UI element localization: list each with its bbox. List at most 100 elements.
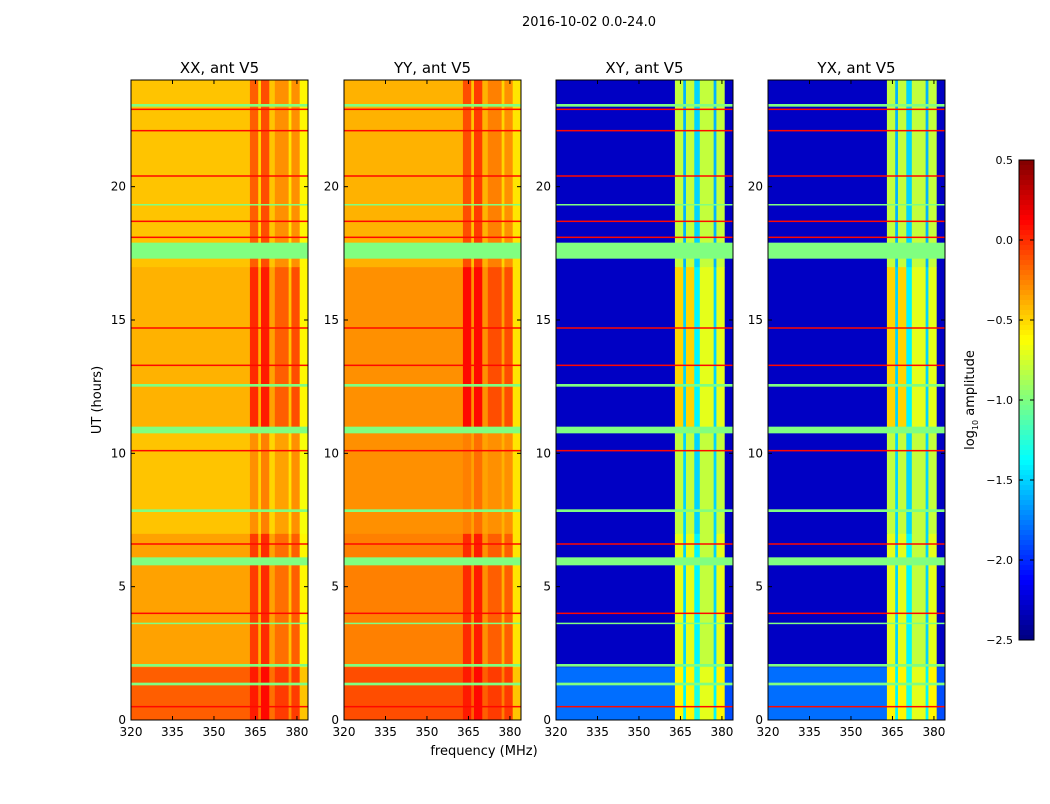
rfi-line xyxy=(556,543,733,545)
colorbar-swatch xyxy=(1019,520,1034,526)
colorbar-swatch xyxy=(1019,300,1034,306)
heatmap-cell xyxy=(260,432,270,534)
rfi-line xyxy=(131,108,308,111)
rfi-line xyxy=(344,108,521,111)
x-tick-label: 335 xyxy=(798,725,821,739)
x-tick-label: 350 xyxy=(416,725,439,739)
heatmap-cell xyxy=(471,533,475,668)
flagged-band xyxy=(344,242,521,259)
x-tick-label: 335 xyxy=(586,725,609,739)
heatmap-cell xyxy=(482,80,489,268)
colorbar-tick-label: −2.5 xyxy=(986,634,1013,647)
colorbar-swatch xyxy=(1019,195,1034,201)
heatmap-cell xyxy=(269,266,276,433)
heatmap-cell xyxy=(895,666,899,721)
colorbar-swatch xyxy=(1019,575,1034,581)
y-tick-label: 15 xyxy=(324,313,339,327)
heatmap-cell xyxy=(911,432,927,534)
heatmap-cell xyxy=(928,533,938,668)
colorbar-swatch xyxy=(1019,280,1034,286)
heatmap-cell xyxy=(768,666,888,721)
colorbar-swatch xyxy=(1019,350,1034,356)
colorbar-swatch xyxy=(1019,210,1034,216)
panel-xx: XX, ant V5 320 335 350 365 380 0 5 10 15 20 xyxy=(111,59,309,739)
heatmap-cell xyxy=(897,266,907,433)
flagged-band xyxy=(344,384,521,387)
heatmap-cell xyxy=(471,432,475,534)
colorbar-swatch xyxy=(1019,205,1034,211)
heatmap-cell xyxy=(462,266,472,433)
flagged-band xyxy=(131,242,308,259)
heatmap-cell xyxy=(694,533,701,668)
colorbar-swatch xyxy=(1019,185,1034,191)
heatmap-cell xyxy=(683,666,687,721)
heatmap-cell xyxy=(258,533,262,668)
rfi-line xyxy=(768,129,945,132)
heatmap-cell xyxy=(274,533,290,668)
heatmap-cell xyxy=(906,266,913,433)
rfi-line xyxy=(556,175,733,177)
flagged-band xyxy=(556,242,733,259)
colorbar-swatch xyxy=(1019,455,1034,461)
rfi-line xyxy=(344,236,521,239)
flagged-band xyxy=(768,509,945,512)
heatmap-cell xyxy=(269,533,276,668)
panel-title: YY, ant V5 xyxy=(393,59,471,77)
colorbar-swatch xyxy=(1019,630,1034,636)
rfi-line xyxy=(556,327,733,329)
colorbar-tick-label: 0.5 xyxy=(996,154,1014,167)
heatmap-cell xyxy=(911,266,927,433)
colorbar-swatch xyxy=(1019,620,1034,626)
heatmap-cell xyxy=(344,533,464,668)
heatmap-cell xyxy=(487,432,503,534)
colorbar-swatch xyxy=(1019,440,1034,446)
heatmap-cell xyxy=(274,666,290,721)
colorbar-swatch xyxy=(1019,230,1034,236)
heatmap-cell xyxy=(724,533,734,668)
heatmap-cell xyxy=(501,266,505,433)
x-tick-label: 350 xyxy=(203,725,226,739)
colorbar-label: log10 amplitude xyxy=(963,350,980,450)
colorbar-swatch xyxy=(1019,465,1034,471)
heatmap-cell xyxy=(936,432,946,534)
y-tick-label: 15 xyxy=(748,313,763,327)
heatmap-cell xyxy=(131,80,251,268)
colorbar-swatch xyxy=(1019,160,1034,166)
colorbar-tick-label: −2.0 xyxy=(986,554,1013,567)
y-tick-label: 5 xyxy=(755,580,763,594)
rfi-line xyxy=(344,543,521,545)
heatmap-cell xyxy=(291,80,301,268)
heatmap-cell xyxy=(471,266,475,433)
heatmap-cell xyxy=(925,80,929,268)
colorbar-swatch xyxy=(1019,240,1034,246)
rfi-line xyxy=(768,220,945,223)
rfi-line xyxy=(131,175,308,177)
rfi-line xyxy=(131,612,308,615)
heatmap-cell xyxy=(713,80,717,268)
colorbar-swatch xyxy=(1019,505,1034,511)
heatmap-cell xyxy=(471,80,475,268)
heatmap-cell xyxy=(249,666,259,721)
y-tick-label: 5 xyxy=(331,580,339,594)
heatmap-cell xyxy=(260,80,270,268)
heatmap-cell xyxy=(694,80,701,268)
colorbar-swatch xyxy=(1019,335,1034,341)
heatmap-cell xyxy=(288,666,292,721)
heatmap-cell xyxy=(288,432,292,534)
heatmap-cell xyxy=(683,533,687,668)
heatmap-cell xyxy=(131,533,251,668)
rfi-line xyxy=(344,327,521,329)
heatmap-cell xyxy=(694,666,701,721)
heatmap-cell xyxy=(897,432,907,534)
flagged-band xyxy=(556,509,733,512)
heatmap-cell xyxy=(512,666,522,721)
heatmap-cell xyxy=(895,533,899,668)
x-tick-label: 365 xyxy=(244,725,267,739)
colorbar-swatch xyxy=(1019,515,1034,521)
heatmap-cell xyxy=(724,666,734,721)
x-axis-label: frequency (MHz) xyxy=(430,744,537,759)
heatmap-cell xyxy=(699,666,715,721)
flagged-band xyxy=(131,509,308,512)
flagged-band xyxy=(131,682,308,686)
flagged-band xyxy=(768,242,945,259)
